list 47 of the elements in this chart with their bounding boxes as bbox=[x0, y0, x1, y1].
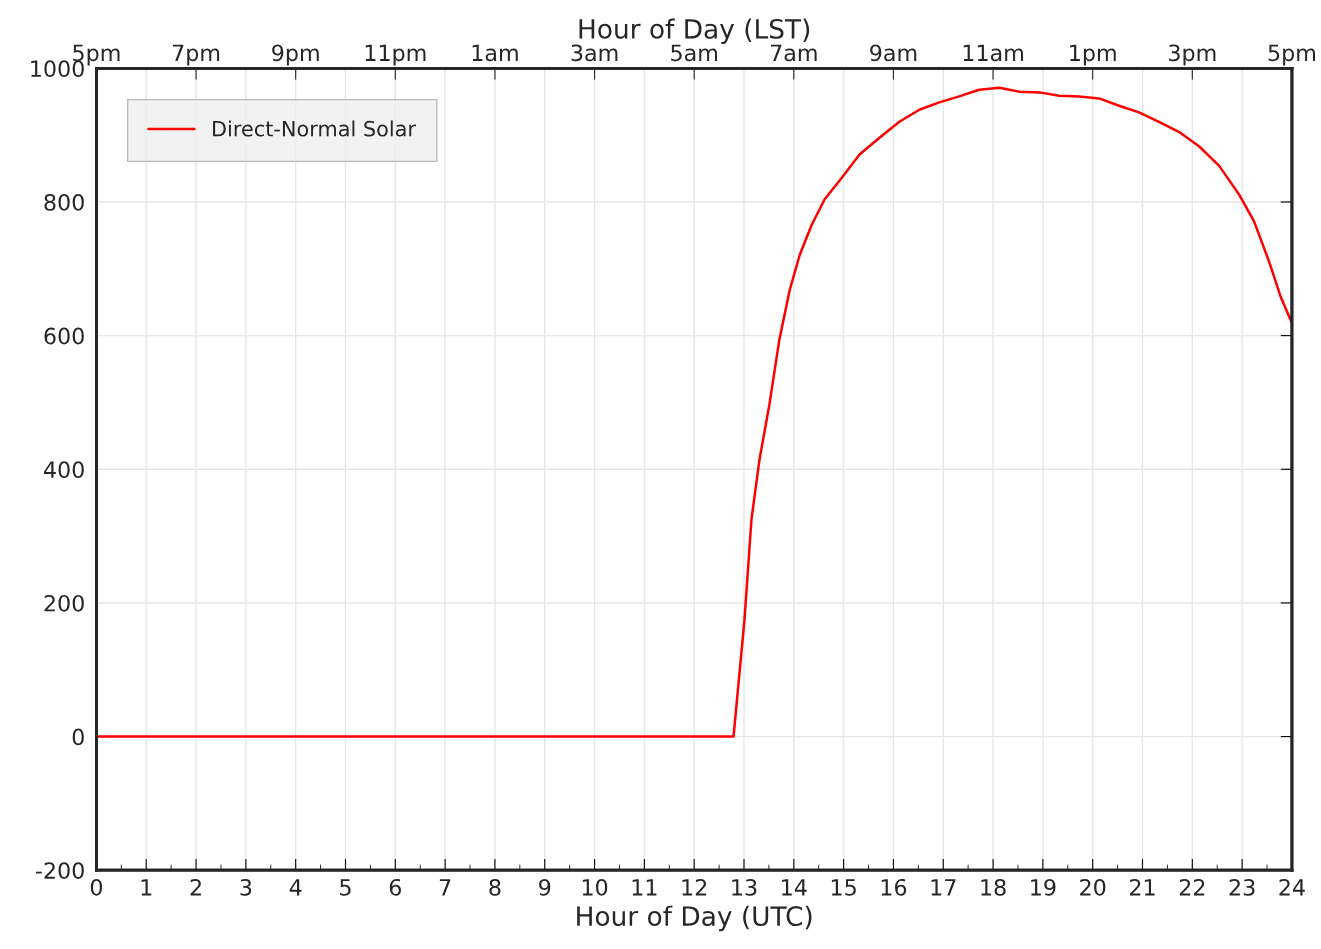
x-tick-label: 7 bbox=[439, 879, 451, 896]
x-tick-label: 24 bbox=[1279, 878, 1305, 896]
x-tick-label: 2 bbox=[190, 878, 201, 896]
x-tick-label: 11 bbox=[632, 879, 657, 896]
x-tick-label: 20 bbox=[1080, 878, 1106, 896]
x-tick-label: 4 bbox=[289, 879, 302, 896]
x-tick-label: 3 bbox=[240, 878, 252, 896]
x-axis-title: Hour of Day (UTC) bbox=[577, 905, 812, 932]
text: 9am bbox=[870, 44, 917, 62]
x-tick-label: 1 bbox=[141, 879, 152, 896]
text: 3am bbox=[571, 44, 618, 62]
y-tick-label: 400 bbox=[43, 461, 84, 479]
x-tick-label: 19 bbox=[1031, 878, 1056, 896]
text: 11pm bbox=[365, 44, 426, 66]
y-tick-label: -200 bbox=[35, 862, 84, 879]
text: 3pm bbox=[1169, 44, 1216, 66]
text: 1pm bbox=[1070, 44, 1116, 66]
y-tick-label: 600 bbox=[44, 327, 84, 345]
legend-label: Direct-Normal Solar bbox=[213, 120, 416, 137]
x-tick-label: 12 bbox=[682, 878, 707, 896]
text: 7am bbox=[770, 44, 817, 62]
text: 1am bbox=[472, 44, 518, 62]
y-tick-label: 200 bbox=[44, 594, 84, 612]
line-series bbox=[96, 86, 1292, 738]
x-tick-label: 13 bbox=[732, 878, 757, 896]
x-tick-label: 21 bbox=[1129, 878, 1155, 896]
x-tick-label: 23 bbox=[1229, 878, 1255, 896]
x-tick-label: 8 bbox=[489, 878, 501, 896]
x-tick-label: 16 bbox=[881, 878, 907, 896]
x2-axis-title: Hour of Day (LST) bbox=[579, 18, 810, 44]
text: 7pm bbox=[172, 44, 220, 66]
text: 9pm bbox=[272, 44, 319, 66]
text: 5am bbox=[671, 44, 717, 62]
y-tick-label: 0 bbox=[72, 728, 84, 746]
x-tick-label: 17 bbox=[931, 879, 956, 896]
x-tick-label: 14 bbox=[782, 879, 807, 896]
x-tick-label: 15 bbox=[831, 879, 856, 896]
x-tick-label: 9 bbox=[539, 878, 551, 896]
x-tick-label: 18 bbox=[981, 878, 1006, 896]
x-tick-label: 10 bbox=[582, 878, 608, 896]
text: 5pm bbox=[1268, 44, 1315, 66]
text: 11am bbox=[963, 44, 1023, 62]
x-tick-label: 5 bbox=[340, 879, 351, 896]
y-tick-label: 800 bbox=[44, 193, 84, 211]
x-tick-label: 0 bbox=[90, 878, 103, 896]
x-tick-label: 6 bbox=[389, 878, 401, 896]
x-tick-label: 22 bbox=[1179, 878, 1205, 896]
